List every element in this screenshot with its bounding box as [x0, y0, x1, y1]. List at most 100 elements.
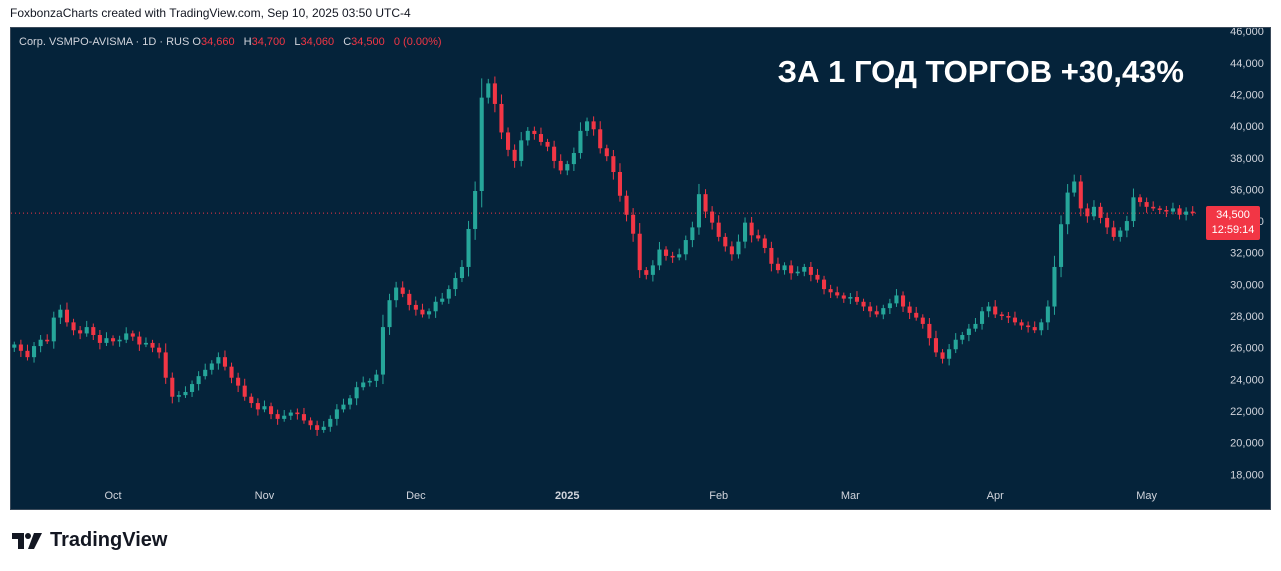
candle-body [479, 97, 484, 191]
candle-body [657, 249, 662, 266]
candle-body [782, 265, 787, 271]
y-tick-label: 28,000 [1230, 311, 1264, 323]
candle-body [328, 418, 333, 427]
candle-body [545, 141, 550, 147]
candle-body [111, 338, 116, 342]
candle-body [519, 140, 524, 161]
candle-body [512, 149, 517, 161]
candle-body [650, 265, 655, 275]
candle-body [58, 309, 63, 318]
candle-body [1184, 211, 1189, 215]
candle-body [124, 333, 129, 340]
candle-body [1091, 206, 1096, 217]
candle-body [1105, 217, 1110, 228]
candle-body [815, 274, 820, 280]
candle-body [558, 160, 563, 171]
last-price-tag: 34,500 12:59:14 [1206, 206, 1260, 240]
candle-body [1012, 317, 1017, 323]
candle-body [993, 306, 998, 315]
open-value: 34,660 [200, 36, 235, 48]
candle-body [552, 146, 557, 161]
close-value: 34,500 [351, 36, 385, 48]
candle-body [710, 211, 715, 223]
change-value: 0 (0.00%) [393, 36, 442, 48]
candle-body [12, 344, 17, 348]
candle-body [1190, 211, 1195, 214]
candle-body [631, 214, 636, 234]
candle-body [1111, 227, 1116, 237]
candle-body [835, 292, 840, 296]
candle-body [1124, 221, 1129, 231]
candle-body [229, 366, 234, 378]
candle-body [762, 238, 767, 248]
x-tick-label: Dec [406, 490, 426, 502]
candle-body [137, 336, 142, 345]
candle-body [598, 129, 603, 149]
candle-body [506, 132, 511, 150]
candle-body [887, 303, 892, 309]
candle-body [380, 327, 385, 375]
candle-body [854, 297, 859, 302]
candle-body [196, 376, 201, 385]
candle-body [453, 278, 458, 290]
candle-body [585, 121, 590, 131]
candle-body [143, 342, 148, 345]
y-tick-label: 22,000 [1230, 406, 1264, 418]
low-label: L [294, 36, 301, 48]
candle-body [723, 236, 728, 247]
y-tick-label: 32,000 [1230, 248, 1264, 260]
bar-countdown: 12:59:14 [1211, 224, 1255, 236]
candle-body [446, 289, 451, 299]
candle-body [499, 103, 504, 133]
candle-body [78, 330, 83, 334]
candle-body [743, 222, 748, 242]
candle-body [1170, 208, 1175, 212]
candle-body [315, 425, 320, 430]
y-tick-label: 46,000 [1230, 28, 1264, 38]
candle-body [947, 349, 952, 359]
candle-body [1006, 316, 1011, 318]
candle-body [736, 241, 741, 255]
candle-body [51, 317, 56, 342]
candle-body [334, 409, 339, 419]
candle-body [183, 391, 188, 396]
x-tick-label: Mar [841, 490, 860, 502]
candle-body [677, 254, 682, 258]
candle-body [1138, 197, 1143, 203]
candle-body [920, 317, 925, 324]
candle-body [249, 396, 254, 404]
candle-body [1157, 208, 1162, 210]
tradingview-wordmark: TradingView [50, 529, 168, 551]
candle-body [775, 263, 780, 271]
candle-body [262, 406, 267, 410]
chart-pane[interactable]: 18,000 20,000 22,000 24,000 26,000 28,000 30,0… [10, 27, 1271, 510]
candle-body [301, 414, 306, 421]
candle-body [933, 338, 938, 353]
candle-body [894, 295, 899, 304]
candlestick-chart[interactable]: 18,000 20,000 22,000 24,000 26,000 28,000 30,0… [11, 28, 1270, 509]
open-label: O [192, 36, 201, 48]
x-tick-label: Feb [709, 490, 728, 502]
candle-body [440, 298, 445, 302]
candle-body [275, 414, 280, 419]
symbol-title: Corp. VSMPO-AVISMA · 1D · RUS [19, 36, 190, 48]
candle-body [578, 130, 583, 154]
candle-body [1059, 224, 1064, 267]
candle-body [822, 279, 827, 290]
candle-body [868, 306, 873, 312]
candle-body [1078, 181, 1083, 209]
candle-body [420, 309, 425, 315]
close-label: C [343, 36, 352, 48]
candle-body [97, 335, 102, 343]
candle-body [927, 323, 932, 339]
candle-body [986, 306, 991, 312]
high-value: 34,700 [251, 36, 286, 48]
candle-body [802, 266, 807, 272]
candle-body [25, 350, 30, 358]
candle-body [255, 403, 260, 410]
candle-body [203, 369, 208, 377]
x-tick-label: Oct [104, 490, 121, 502]
brand-footer[interactable]: TradingView [12, 529, 167, 552]
y-tick-label: 30,000 [1230, 279, 1264, 291]
y-tick-label: 18,000 [1230, 469, 1264, 481]
